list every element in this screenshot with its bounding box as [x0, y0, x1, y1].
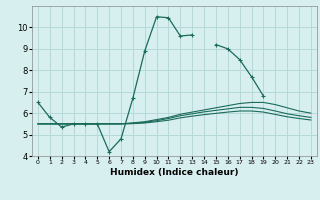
X-axis label: Humidex (Indice chaleur): Humidex (Indice chaleur) — [110, 168, 239, 177]
